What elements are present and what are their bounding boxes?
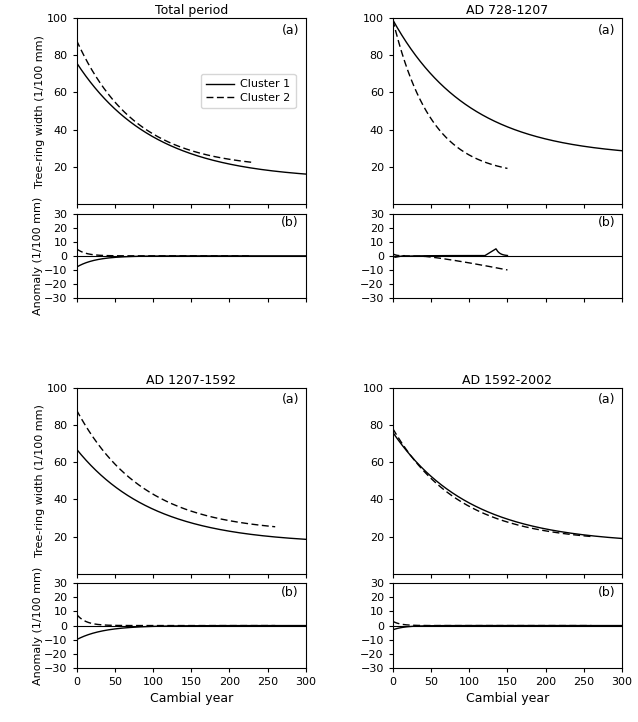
Text: (b): (b) xyxy=(598,216,615,229)
Text: (a): (a) xyxy=(281,24,299,37)
Text: (a): (a) xyxy=(598,24,615,37)
X-axis label: Cambial year: Cambial year xyxy=(149,692,233,705)
Y-axis label: Tree-ring width (1/100 mm): Tree-ring width (1/100 mm) xyxy=(35,404,45,557)
Y-axis label: Tree-ring width (1/100 mm): Tree-ring width (1/100 mm) xyxy=(35,35,45,188)
Text: (b): (b) xyxy=(598,586,615,599)
Title: AD 1592-2002: AD 1592-2002 xyxy=(463,373,553,386)
Legend: Cluster 1, Cluster 2: Cluster 1, Cluster 2 xyxy=(201,74,295,108)
Text: (a): (a) xyxy=(598,393,615,406)
Title: AD 728-1207: AD 728-1207 xyxy=(466,4,549,17)
Text: (b): (b) xyxy=(281,586,299,599)
Y-axis label: Anomaly (1/100 mm): Anomaly (1/100 mm) xyxy=(33,196,43,315)
X-axis label: Cambial year: Cambial year xyxy=(466,692,549,705)
Title: AD 1207-1592: AD 1207-1592 xyxy=(146,373,236,386)
Y-axis label: Anomaly (1/100 mm): Anomaly (1/100 mm) xyxy=(33,567,43,684)
Text: (a): (a) xyxy=(281,393,299,406)
Text: (b): (b) xyxy=(281,216,299,229)
Title: Total period: Total period xyxy=(154,4,228,17)
